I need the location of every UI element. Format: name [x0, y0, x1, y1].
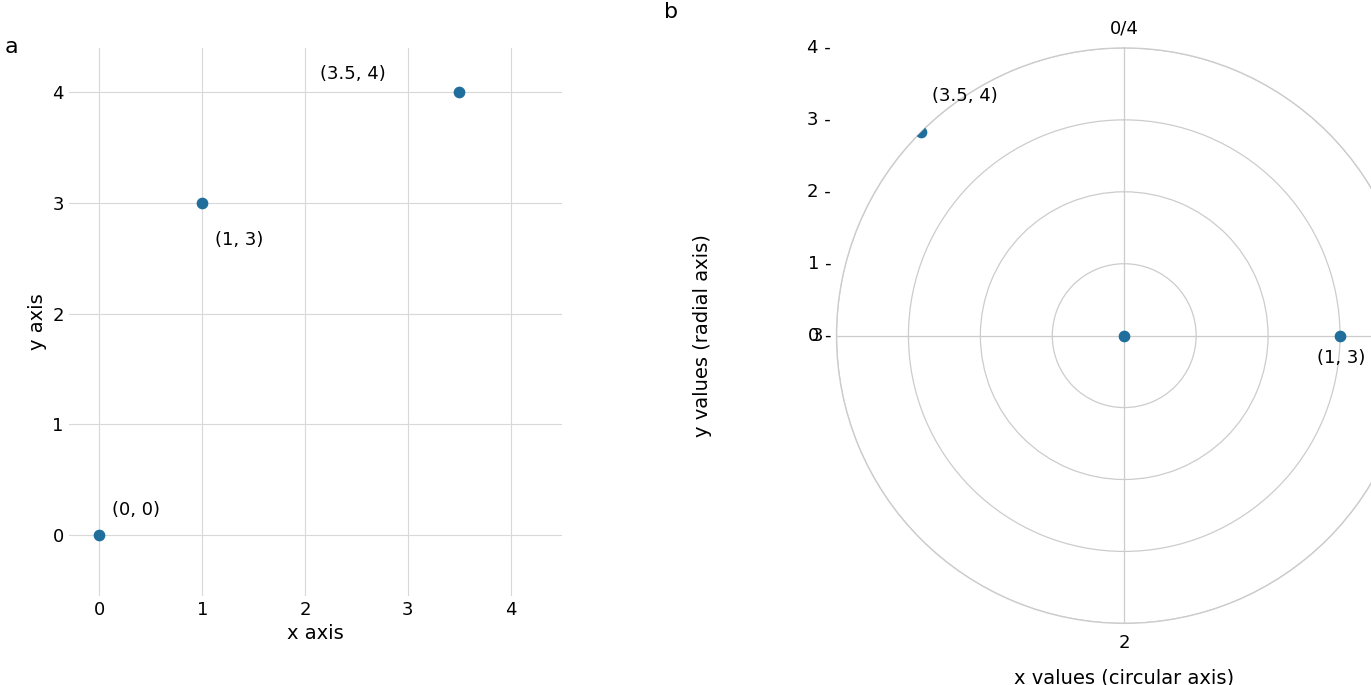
Text: (1, 3): (1, 3): [215, 231, 263, 249]
Point: [910, 127, 932, 138]
Text: y values (radial axis): y values (radial axis): [694, 234, 712, 437]
Text: b: b: [664, 2, 679, 22]
X-axis label: x axis: x axis: [287, 624, 344, 643]
Point: [88, 530, 110, 540]
Point: [448, 87, 470, 98]
Text: 3 -: 3 -: [808, 111, 831, 129]
Text: 0 -: 0 -: [808, 327, 831, 345]
Text: (3.5, 4): (3.5, 4): [321, 65, 387, 83]
Text: (0, 0): (0, 0): [111, 501, 160, 519]
Text: (3.5, 4): (3.5, 4): [932, 87, 998, 105]
Point: [1328, 330, 1350, 341]
Y-axis label: y axis: y axis: [27, 294, 47, 350]
Point: [1113, 330, 1135, 341]
X-axis label: x values (circular axis): x values (circular axis): [1015, 669, 1234, 685]
Text: a: a: [4, 37, 18, 57]
Text: 2 -: 2 -: [808, 183, 831, 201]
Point: [191, 197, 214, 208]
Text: 4 -: 4 -: [808, 39, 831, 57]
Text: (1, 3): (1, 3): [1316, 349, 1366, 366]
Text: 1 -: 1 -: [808, 255, 831, 273]
